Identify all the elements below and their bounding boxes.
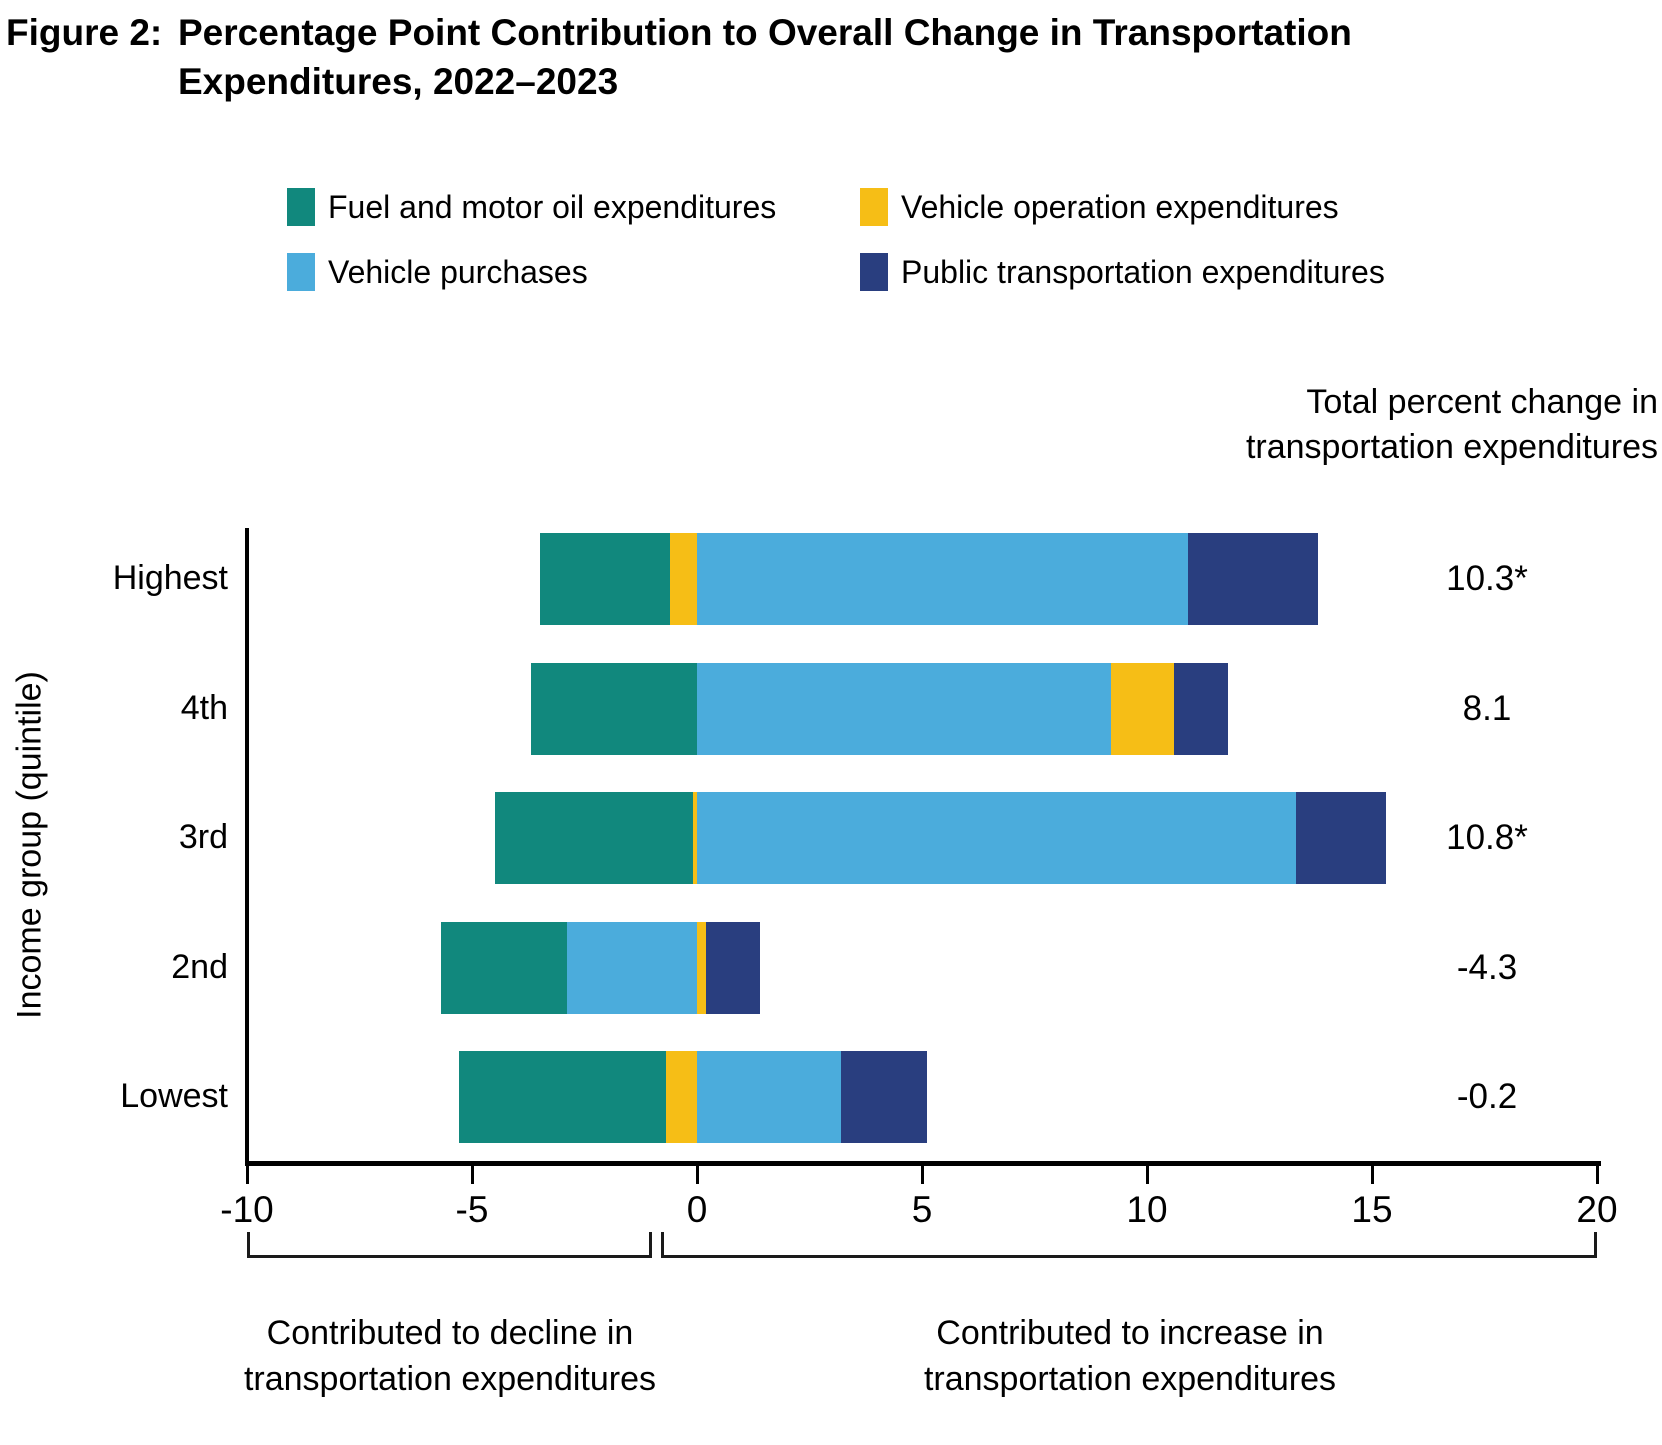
- x-axis-tick-label: -5: [455, 1189, 489, 1230]
- bar-segment-vehicle_operation: [697, 921, 706, 1014]
- increase-note: Contributed to increase in transportatio…: [830, 1310, 1430, 1402]
- legend-label: Vehicle purchases: [328, 253, 588, 290]
- total-value: 8.1: [1462, 688, 1512, 728]
- decline-bracket: [247, 1232, 652, 1258]
- bar-segment-public_transportation: [1295, 792, 1386, 884]
- figure-title-text: Percentage Point Contribution to Overall…: [178, 8, 1352, 106]
- total-value: 10.3*: [1446, 559, 1528, 598]
- total-value: -4.3: [1456, 947, 1518, 987]
- legend-item-fuel: Fuel and motor oil expenditures: [287, 188, 776, 226]
- x-axis-line: [245, 1161, 1601, 1166]
- legend-swatch-vehicle_operation: [860, 188, 888, 226]
- legend-swatch-public_transportation: [860, 253, 888, 291]
- bar-segment-vehicle_purchases: [697, 533, 1188, 625]
- bar-segment-fuel: [458, 1051, 666, 1143]
- totals-header-line2: transportation expenditures: [1245, 428, 1658, 466]
- bar-segment-fuel: [440, 921, 567, 1014]
- total-value: -0.2: [1456, 1077, 1518, 1116]
- x-axis-tick: [471, 1166, 474, 1184]
- decline-note-line1: Contributed to decline in: [266, 1314, 634, 1352]
- x-axis-tick: [696, 1166, 699, 1184]
- y-category-label: Lowest: [120, 1077, 228, 1115]
- legend-swatch-vehicle_purchases: [287, 253, 315, 291]
- figure-title: Figure 2: Percentage Point Contribution …: [6, 8, 1352, 106]
- decline-note-line2: transportation expenditures: [243, 1360, 657, 1398]
- totals-header-line1: Total percent change in: [1306, 383, 1658, 421]
- bar-segment-fuel: [539, 533, 670, 625]
- legend-label: Fuel and motor oil expenditures: [328, 188, 777, 225]
- x-axis-tick-label: 15: [1351, 1189, 1393, 1230]
- legend-item-public_transportation: Public transportation expenditures: [860, 253, 1385, 291]
- bar-segment-public_transportation: [841, 1051, 927, 1143]
- increase-bracket: [661, 1232, 1597, 1258]
- totals-column-header: Total percent change in transportation e…: [1246, 380, 1658, 470]
- bar-segment-vehicle_purchases: [697, 662, 1111, 755]
- x-axis-tick-label: 5: [911, 1189, 933, 1230]
- increase-note-line1: Contributed to increase in: [936, 1314, 1324, 1352]
- legend-label: Vehicle operation expenditures: [901, 188, 1339, 225]
- x-axis-tick: [921, 1166, 924, 1184]
- legend-item-vehicle_operation: Vehicle operation expenditures: [860, 188, 1339, 226]
- x-axis-tick-label: 10: [1126, 1189, 1168, 1230]
- bar-segment-fuel: [494, 792, 693, 884]
- y-category-label: 3rd: [178, 818, 228, 856]
- bar-segment-public_transportation: [1174, 662, 1228, 755]
- decline-note: Contributed to decline in transportation…: [175, 1310, 725, 1402]
- y-category-label: 2nd: [171, 947, 228, 986]
- bar-segment-public_transportation: [1187, 533, 1318, 625]
- legend-label: Public transportation expenditures: [901, 253, 1385, 290]
- y-category-label: Highest: [112, 559, 228, 597]
- total-value: 10.8*: [1446, 818, 1528, 857]
- x-axis-tick: [1146, 1166, 1149, 1184]
- x-axis-tick-label: 0: [686, 1189, 708, 1230]
- x-axis-tick: [246, 1166, 249, 1184]
- legend-item-vehicle_purchases: Vehicle purchases: [287, 253, 588, 291]
- bar-segment-vehicle_operation: [665, 1051, 697, 1143]
- bar-segment-vehicle_purchases: [697, 792, 1296, 884]
- x-axis-tick-label: 20: [1576, 1189, 1618, 1230]
- increase-note-line2: transportation expenditures: [923, 1360, 1337, 1398]
- figure-number-label: Figure 2:: [6, 12, 163, 53]
- y-category-label: 4th: [180, 688, 228, 727]
- bar-segment-vehicle_operation: [1111, 662, 1174, 755]
- bar-segment-vehicle_purchases: [697, 1051, 841, 1143]
- bar-segment-public_transportation: [706, 921, 760, 1014]
- x-axis-tick: [1596, 1166, 1599, 1184]
- bar-segment-fuel: [530, 662, 697, 755]
- y-axis-spine: [245, 528, 249, 1166]
- x-axis-tick-label: -10: [220, 1189, 274, 1230]
- bar-segment-vehicle_operation: [670, 533, 697, 625]
- bar-segment-vehicle_purchases: [566, 921, 697, 1014]
- x-axis-tick: [1371, 1166, 1374, 1184]
- figure-title-line1: Percentage Point Contribution to Overall…: [178, 12, 1352, 53]
- bar-segment-vehicle_operation: [692, 792, 697, 884]
- figure-title-line2: Expenditures, 2022–2023: [178, 61, 619, 102]
- legend-swatch-fuel: [287, 188, 315, 226]
